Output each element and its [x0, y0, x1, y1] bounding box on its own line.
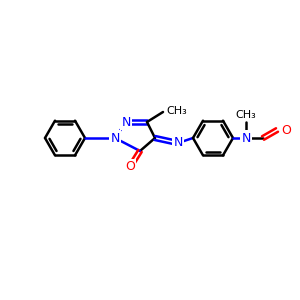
Text: N: N	[121, 116, 131, 128]
Text: N: N	[241, 131, 251, 145]
Text: O: O	[125, 160, 135, 173]
Text: CH₃: CH₃	[166, 106, 187, 116]
Text: N: N	[110, 131, 120, 145]
Text: CH₃: CH₃	[236, 110, 256, 120]
Text: N: N	[173, 136, 183, 149]
Text: O: O	[281, 124, 291, 136]
